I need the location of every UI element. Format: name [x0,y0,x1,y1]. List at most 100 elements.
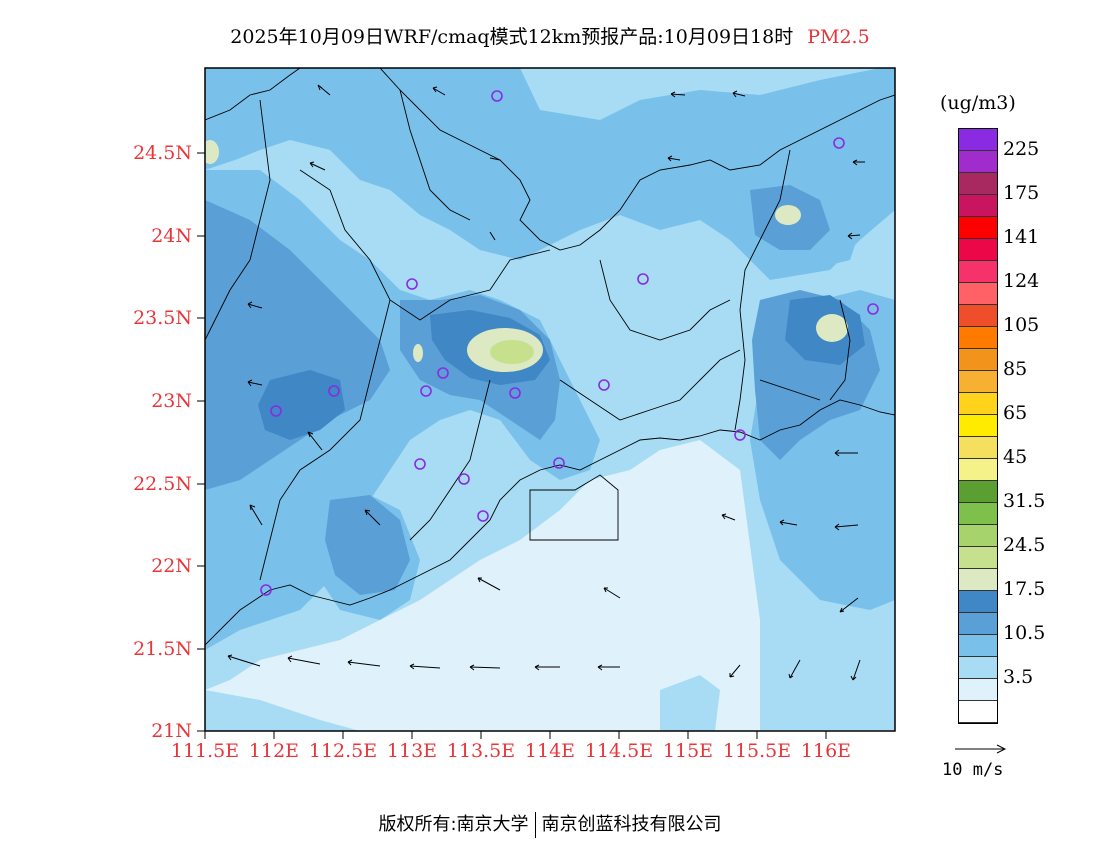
legend-label: 175 [1003,182,1040,204]
lon-label: 116E [800,740,852,762]
legend-swatch [959,437,997,459]
province-border-east [734,149,791,431]
legend-units: (ug/m3) [940,92,1016,114]
lon-label: 114.5E [584,740,654,762]
lon-label: 112.5E [308,740,378,762]
wind-arrow [603,587,621,599]
color-legend [958,128,998,724]
lat-ticks [197,152,205,732]
wind-arrow [307,431,323,451]
legend-swatch [959,217,997,239]
legend-swatch [959,393,997,415]
legend-swatch [959,635,997,657]
wind-arrow [364,509,381,526]
legend-swatch [959,459,997,481]
wind-arrow [249,504,263,526]
legend-swatch [959,547,997,569]
wind-arrow [732,90,746,98]
wind-arrow [721,513,736,521]
lon-label: 115E [662,740,714,762]
wind-arrow [432,86,446,96]
wind-arrow [839,597,859,613]
lat-label: 22N [151,555,192,577]
legend-swatch [959,701,997,723]
coastline [205,399,895,646]
legend-swatch [959,613,997,635]
legend-label: 85 [1003,358,1028,380]
county-border-g [759,299,851,401]
legend-swatch [959,657,997,679]
field-band-darkest-west [258,370,345,440]
lat-label: 22.5N [133,473,192,495]
field-band-mid-blue-north [205,68,895,280]
legend-label: 3.5 [1003,666,1034,688]
wind-arrow [489,157,501,161]
county-border-b [259,299,391,581]
wind-arrow [729,664,741,678]
lon-label: 115.5E [722,740,792,762]
city-marker [553,457,565,469]
wind-arrow [489,231,496,241]
city-marker [406,278,418,290]
wind-arrow [534,664,560,671]
field-band-dark-west [205,200,390,490]
credit-separator [534,812,536,838]
hong-kong-box [529,474,619,541]
legend-swatch [959,591,997,613]
wind-arrow [667,155,681,162]
wind-arrow [847,232,861,240]
wind-arrow [834,523,859,531]
city-marker [637,273,649,285]
city-marker [260,584,272,596]
legend-swatch [959,349,997,371]
legend-swatch [959,569,997,591]
city-marker [491,90,503,102]
legend-label: 65 [1003,402,1028,424]
lat-label: 23.5N [133,307,192,329]
legend-label: 45 [1003,446,1028,468]
lat-label: 21N [151,720,192,742]
legend-swatch [959,261,997,283]
title-main: 2025年10月09日WRF/cmaq模式12km预报产品:10月09日18时 [230,26,794,48]
wind-arrow [247,379,263,387]
wind-arrow [347,659,381,667]
legend-swatch [959,283,997,305]
wind-arrow [477,577,501,591]
county-border-d [559,349,741,421]
legend-swatch [959,415,997,437]
legend-swatch [959,305,997,327]
copyright-footer: 版权所有:南京大学 南京创蓝科技有限公司 [0,810,1100,838]
field-band-coastal-light [205,675,720,731]
city-marker [437,367,449,379]
lon-label: 114E [524,740,576,762]
legend-label: 31.5 [1003,490,1046,512]
lon-label: 113E [386,740,438,762]
city-marker [509,387,521,399]
legend-swatch [959,327,997,349]
boundary-lines [205,68,895,646]
legend-swatch [959,503,997,525]
city-marker [867,303,879,315]
county-border-a [299,169,551,321]
wind-arrow [852,159,865,166]
city-marker [414,458,426,470]
wind-vectors [227,84,865,681]
legend-label: 105 [1003,314,1040,336]
wind-arrow [227,654,261,667]
legend-swatch [959,129,997,151]
legend-label: 24.5 [1003,534,1046,556]
lon-label: 111.5E [170,740,240,762]
lon-label: 112E [248,740,300,762]
lat-label: 21.5N [133,638,192,660]
field-patch-northwest-high [205,140,219,164]
wind-arrow [309,161,326,171]
lon-ticks [204,731,827,739]
wind-arrow [409,663,441,670]
wind-arrow [247,301,263,309]
city-marker [477,510,489,522]
city-marker [598,379,610,391]
legend-swatch [959,525,997,547]
lat-label: 24.5N [133,142,192,164]
